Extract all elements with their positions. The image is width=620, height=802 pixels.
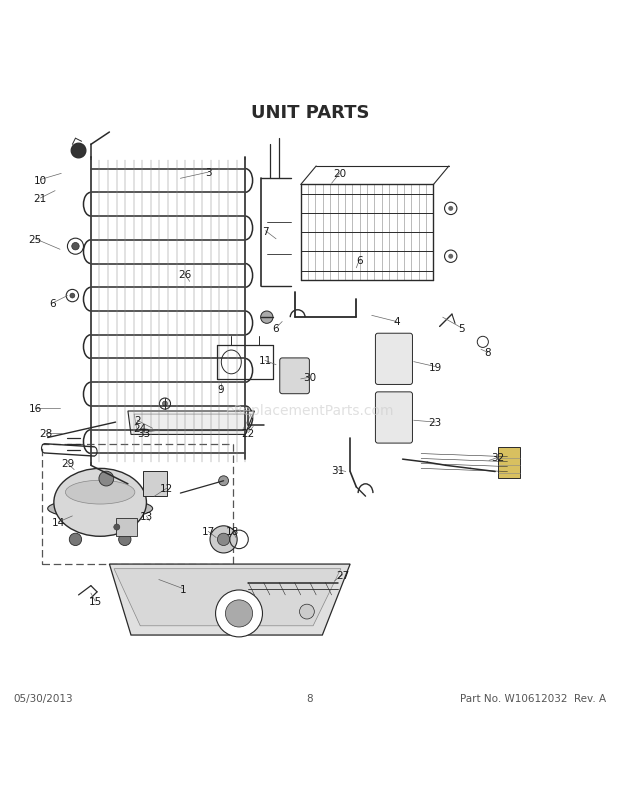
Circle shape [71,144,86,159]
Circle shape [99,472,113,486]
Circle shape [70,294,75,298]
Text: 1: 1 [180,584,187,594]
Bar [498,448,520,478]
Text: Part No. W10612032  Rev. A: Part No. W10612032 Rev. A [460,693,606,703]
Text: 6: 6 [356,256,363,265]
FancyBboxPatch shape [376,334,412,385]
Text: 2: 2 [134,415,141,426]
Circle shape [448,207,453,212]
Circle shape [72,243,79,250]
Text: 33: 33 [137,428,150,438]
Text: 14: 14 [51,517,65,528]
Text: 5: 5 [458,323,464,334]
Bar [42,444,233,565]
Text: 15: 15 [89,597,102,606]
Circle shape [118,533,131,546]
Ellipse shape [66,480,135,504]
Circle shape [69,533,82,546]
Text: 16: 16 [29,403,42,413]
Polygon shape [109,565,350,635]
Bar [115,518,137,537]
Text: 29: 29 [61,459,74,469]
Circle shape [218,533,230,546]
Circle shape [162,402,167,407]
Text: 31: 31 [331,465,344,475]
Text: 20: 20 [333,169,346,179]
Text: 4: 4 [393,317,400,327]
Text: 25: 25 [29,234,42,245]
Text: 23: 23 [428,418,442,427]
Text: 32: 32 [492,452,505,463]
Text: 24: 24 [134,423,147,434]
Text: 6: 6 [273,323,280,334]
Text: 8: 8 [484,348,491,358]
FancyBboxPatch shape [280,358,309,395]
Circle shape [216,590,262,637]
Text: 17: 17 [202,527,215,537]
Circle shape [299,605,314,619]
Text: 30: 30 [303,373,317,383]
Text: 7: 7 [262,226,269,237]
Bar [143,472,167,496]
Polygon shape [128,411,254,435]
Text: 13: 13 [140,512,153,521]
Text: 21: 21 [33,194,47,204]
Text: 6: 6 [50,298,56,309]
Circle shape [260,312,273,324]
Text: 19: 19 [428,362,442,372]
Text: 26: 26 [178,269,192,280]
FancyBboxPatch shape [376,392,412,444]
Circle shape [448,254,453,259]
Text: eReplacementParts.com: eReplacementParts.com [226,403,394,417]
Text: 12: 12 [160,484,174,493]
Polygon shape [114,569,341,626]
Text: 18: 18 [226,527,239,537]
Text: 22: 22 [242,428,255,438]
Text: 10: 10 [33,176,47,185]
Text: 05/30/2013: 05/30/2013 [14,693,73,703]
Text: 28: 28 [39,428,53,438]
Ellipse shape [54,469,146,537]
Text: 9: 9 [217,385,224,395]
Text: 8: 8 [307,693,313,703]
Circle shape [210,526,237,553]
Text: 3: 3 [205,168,211,178]
Text: UNIT PARTS: UNIT PARTS [250,104,370,122]
Text: 11: 11 [259,356,272,366]
Circle shape [226,600,252,627]
Circle shape [219,476,229,486]
Circle shape [113,525,120,530]
Ellipse shape [48,499,153,519]
Text: 27: 27 [336,570,349,580]
